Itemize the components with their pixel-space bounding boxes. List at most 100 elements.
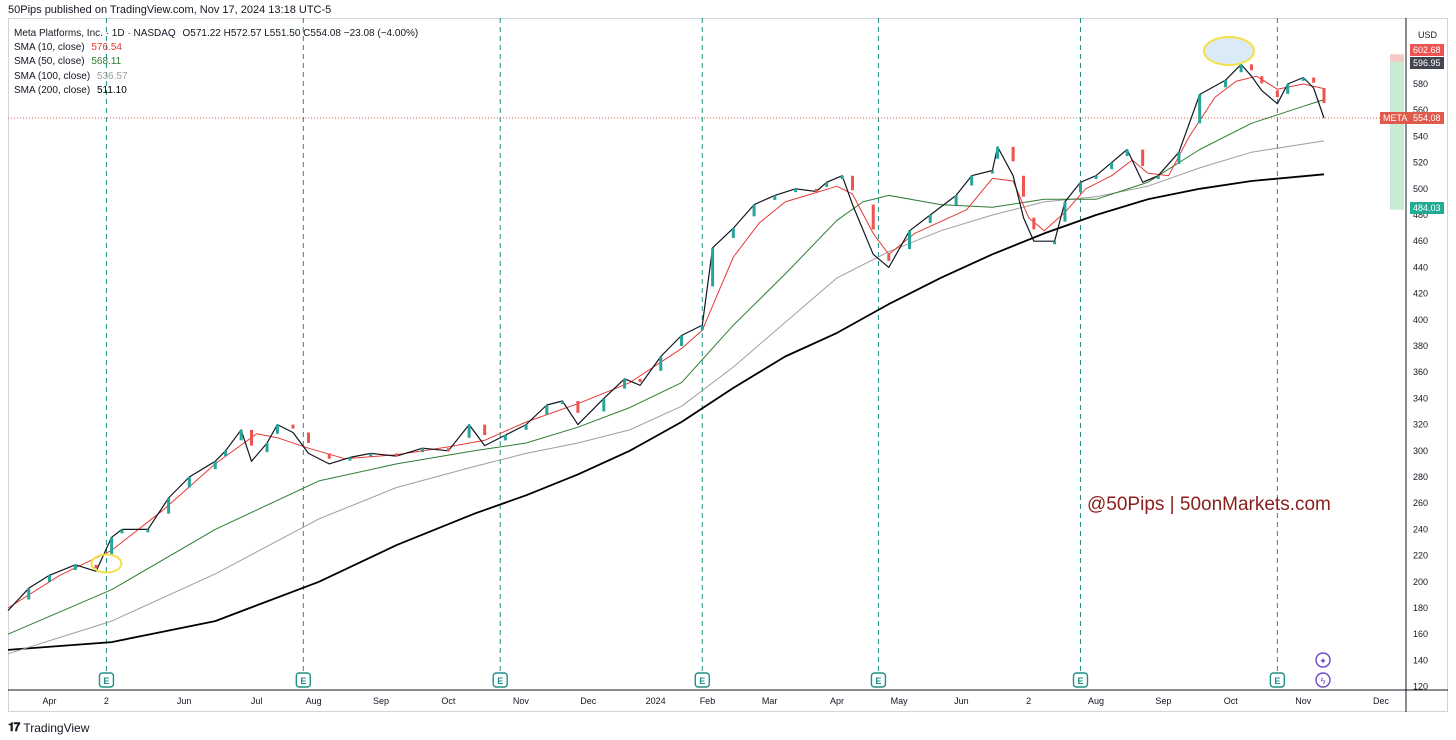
up-candle <box>602 398 606 412</box>
up-candle <box>700 325 704 331</box>
x-tick-label: Oct <box>1224 696 1239 706</box>
lightning-icon[interactable] <box>1315 672 1331 688</box>
up-candle <box>420 448 424 453</box>
y-tick-label: 460 <box>1413 236 1428 246</box>
footer: 𝟏𝟕 TradingView <box>8 720 89 735</box>
up-candle <box>224 450 228 457</box>
up-candle <box>928 215 932 223</box>
symbol-tag: META <box>1380 112 1411 124</box>
earnings-marker-label: E <box>699 676 705 686</box>
up-candle <box>1110 162 1114 170</box>
sparkle-icon[interactable] <box>1315 652 1331 668</box>
earnings-marker[interactable] <box>870 672 887 688</box>
sma-50-line <box>7 99 1325 635</box>
down-candle <box>1021 175 1025 197</box>
y-tick-label: 500 <box>1413 184 1428 194</box>
legend-sma-50[interactable]: SMA (50, close) 568.11 <box>14 55 418 69</box>
earnings-marker[interactable] <box>295 672 312 688</box>
x-tick-label: Apr <box>830 696 844 706</box>
footer-brand: TradingView <box>23 720 90 735</box>
y-tick-label: 320 <box>1413 420 1428 430</box>
earnings-marker[interactable] <box>694 672 710 688</box>
earnings-marker-label: E <box>497 676 503 686</box>
up-candle <box>1224 80 1228 88</box>
x-tick-label: Mar <box>762 696 778 706</box>
x-tick-label: 2 <box>104 696 109 706</box>
legend: Meta Platforms, Inc. · 1D · NASDAQ O571.… <box>14 27 418 98</box>
legend-symbol: Meta Platforms, Inc. · 1D · NASDAQ <box>14 28 176 39</box>
currency-label[interactable]: USD <box>1418 30 1438 40</box>
y-tick-label: 440 <box>1413 262 1428 272</box>
x-tick-label: Oct <box>441 696 456 706</box>
y-tick-label: 360 <box>1413 367 1428 377</box>
x-tick-label: Jul <box>251 696 263 706</box>
sma-50-label: SMA (50, close) <box>14 56 85 68</box>
earnings-marker-label: E <box>300 676 306 686</box>
up-candle <box>752 204 756 217</box>
up-candle <box>47 575 51 582</box>
down-candle <box>327 453 331 459</box>
y-tick-label: 160 <box>1413 629 1428 639</box>
down-candle <box>871 204 875 230</box>
legend-sma-200[interactable]: SMA (200, close) 511.10 <box>14 84 418 98</box>
up-candle <box>1053 241 1057 245</box>
y-tick-label: 580 <box>1413 79 1428 89</box>
x-tick-label: May <box>891 696 909 706</box>
earnings-marker[interactable] <box>492 672 508 688</box>
x-tick-label: Feb <box>700 696 716 706</box>
up-candle <box>1177 152 1181 164</box>
down-candle <box>1275 90 1279 98</box>
up-candle <box>524 424 528 430</box>
up-candle <box>996 146 1000 159</box>
y-tick-label: 380 <box>1413 341 1428 351</box>
legend-sma-100[interactable]: SMA (100, close) 536.57 <box>14 70 418 84</box>
sma-100-value: 536.57 <box>96 70 128 82</box>
up-candle <box>560 401 564 405</box>
down-candle <box>250 429 254 446</box>
up-candle <box>954 195 958 206</box>
up-candle <box>680 335 684 347</box>
up-candle <box>840 175 844 180</box>
down-candle <box>446 448 450 452</box>
legend-sma-10[interactable]: SMA (10, close) 576.54 <box>14 41 418 55</box>
lightning-glyph: ϟ <box>1321 676 1326 686</box>
up-candle <box>990 170 994 174</box>
down-candle <box>291 424 295 429</box>
earnings-marker[interactable] <box>1072 672 1089 688</box>
up-candle <box>239 429 243 441</box>
down-candle <box>94 564 98 569</box>
up-candle <box>467 424 471 438</box>
x-tick-label: Aug <box>306 696 322 706</box>
earnings-marker-label: E <box>875 676 881 686</box>
up-candle <box>110 537 114 555</box>
highlight-ellipse-high <box>1203 36 1255 66</box>
x-tick-label: Nov <box>1295 696 1312 706</box>
up-candle <box>1078 182 1082 193</box>
x-tick-label: Sep <box>1155 696 1171 706</box>
price-line[interactable] <box>7 63 1325 612</box>
up-candle <box>213 461 217 470</box>
earnings-marker[interactable] <box>1269 672 1286 688</box>
published-header: 50Pips published on TradingView.com, Nov… <box>8 4 332 16</box>
earnings-marker[interactable] <box>98 672 115 688</box>
up-candle <box>1301 77 1305 81</box>
down-candle <box>307 432 311 443</box>
sma-50-value: 568.11 <box>91 56 122 68</box>
price-tag-dark: 596.95 <box>1410 57 1444 69</box>
up-candle <box>659 356 663 371</box>
down-candle <box>887 254 891 261</box>
tradingview-logo-icon: 𝟏𝟕 <box>8 720 20 734</box>
y-tick-label: 240 <box>1413 524 1428 534</box>
down-candle <box>1249 64 1253 71</box>
x-tick-label: Jun <box>177 696 192 706</box>
down-candle <box>814 188 818 192</box>
x-tick-label: Dec <box>1373 696 1390 706</box>
earnings-marker-label: E <box>1077 676 1083 686</box>
up-candle <box>1198 94 1202 124</box>
up-candle <box>73 564 77 571</box>
up-candle <box>348 457 352 461</box>
down-candle <box>1260 76 1264 84</box>
down-candle <box>1032 217 1036 230</box>
x-tick-label: Jun <box>954 696 969 706</box>
